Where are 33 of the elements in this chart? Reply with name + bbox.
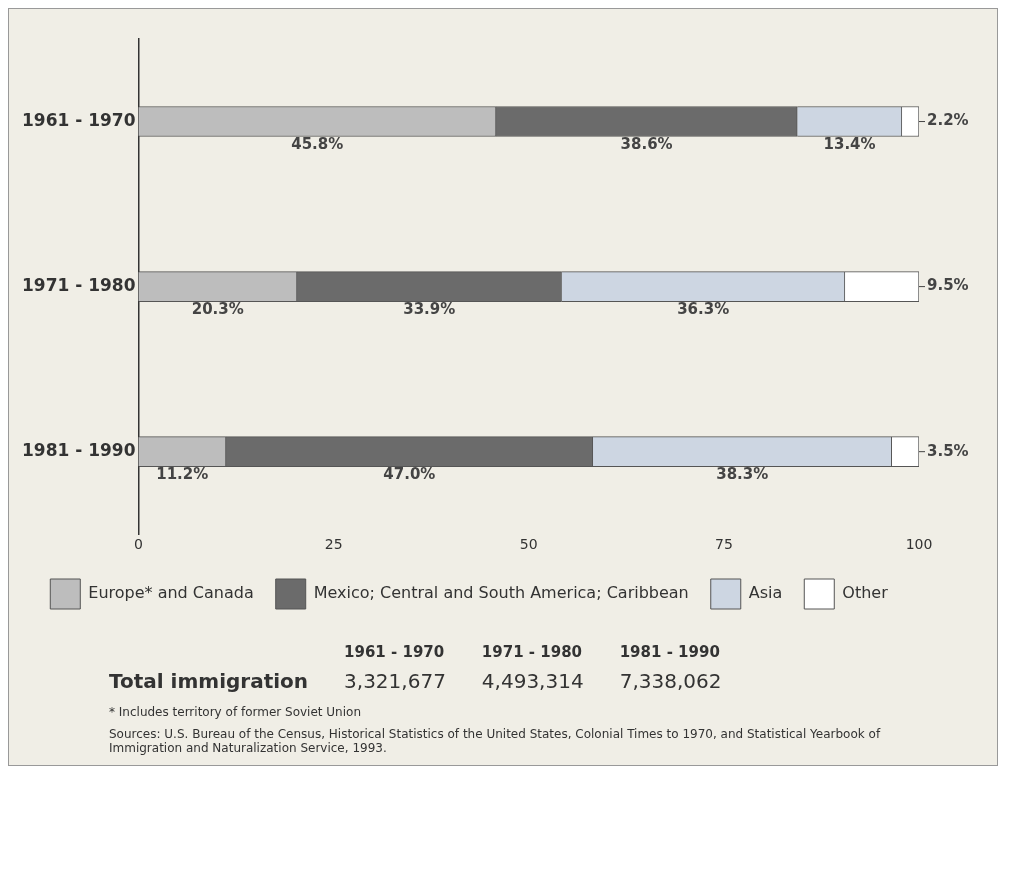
data-label: 2.2% [927,111,969,130]
text: 7,338,062 [618,668,723,695]
y-tick-label: 1961 - 1970 [21,109,136,130]
data-label: 47.0% [383,465,436,484]
source-note: Sources: U.S. Bureau of the Census, Historical Statistics of the United States, Colonial Times to 1970, and Statistical Yearbook of Immigration and Naturalization Service, 1993. [109,727,882,755]
legend-label: Asia [748,583,783,603]
data-label: 3.5% [927,441,969,460]
x-tick-label: 100 [905,536,933,553]
text: Total immigration [109,668,310,695]
text: 4,493,314 [480,668,585,695]
x-tick-label: 50 [519,536,538,553]
text: 3,321,677 [343,668,447,695]
text: 1961 - 1970 [343,642,446,663]
text: 1971 - 1980 [480,642,584,663]
legend-label: Europe* and Canada [88,583,254,603]
data-label: 38.3% [716,465,769,484]
data-label: 13.4% [823,134,876,153]
text: * Includes territory of former Soviet Union [109,705,362,719]
text: 1981 - 1990 [618,642,721,663]
data-label: 9.5% [927,276,969,295]
x-tick-label: 0 [134,536,143,553]
data-label: 11.2% [156,465,209,484]
data-label: 36.3% [677,299,730,318]
x-tick-label: 25 [324,536,343,553]
data-label: 45.8% [291,134,344,153]
data-label: 38.6% [620,134,673,153]
x-tick-label: 75 [714,536,733,553]
y-tick-label: 1981 - 1990 [21,440,136,461]
legend-label: Other [842,583,889,603]
data-label: 33.9% [403,299,456,318]
y-tick-label: 1971 - 1980 [21,275,136,296]
data-label: 20.3% [191,299,244,318]
legend-label: Mexico; Central and South America; Caribbean [313,583,689,603]
